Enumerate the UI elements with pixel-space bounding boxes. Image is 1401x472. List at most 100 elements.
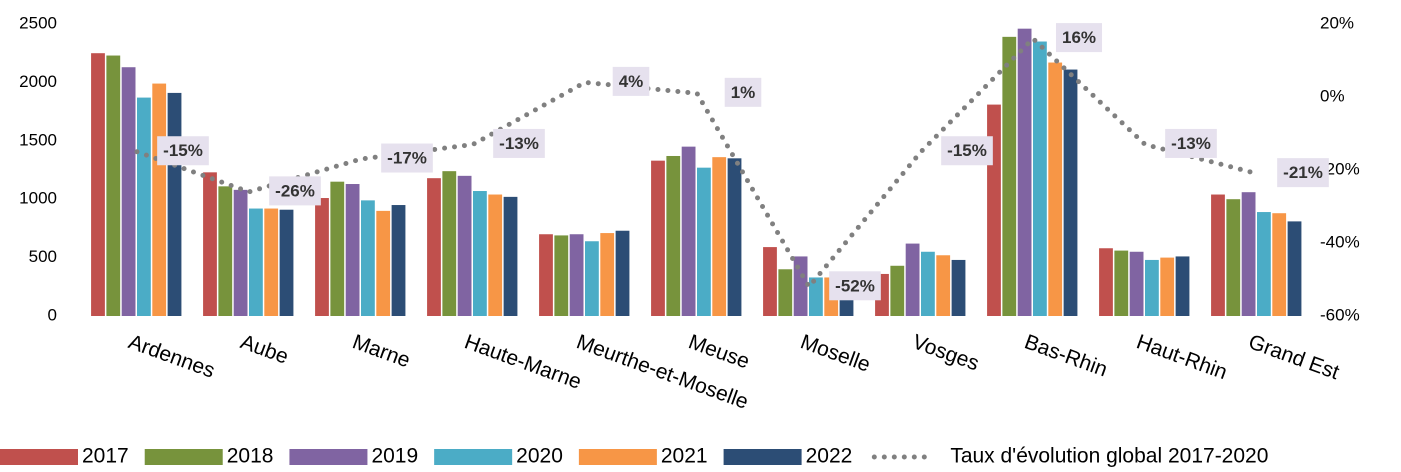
data-label-text: -13% [1171,134,1211,153]
y-tick-label: 1500 [19,130,57,149]
data-label-box [381,143,433,173]
data-label-text: -15% [947,141,987,160]
data-label-text: 1% [731,83,756,102]
bar [615,230,630,316]
legend-swatch [578,449,657,465]
bar [890,265,905,316]
data-label-box [1277,158,1329,188]
x-tick-label: Grand Est [1245,330,1342,384]
y-tick-label: 500 [29,247,57,266]
legend-label: 2020 [516,445,563,468]
x-tick-label: Haut-Rhin [1133,330,1230,384]
bar [1145,259,1159,316]
bar [279,209,294,316]
bar [391,205,406,316]
data-label-text: -21% [1283,163,1323,182]
bar [106,55,121,316]
bar [569,234,584,316]
data-label-box [829,271,881,301]
bar [1017,28,1032,317]
bar [442,171,457,316]
bar [763,247,777,316]
data-label-box [493,128,545,158]
legend-swatch [434,449,513,465]
bar [697,167,711,316]
data-label-box [1165,128,1217,158]
bar [1048,62,1063,316]
data-label-text: -52% [835,276,875,295]
bar [203,172,217,316]
data-label-box [1055,23,1103,53]
data-label: 16% [1055,23,1103,53]
legend-swatch [289,449,368,465]
bar [488,194,503,316]
bar [1287,221,1302,316]
bar [666,155,681,316]
bar [218,186,233,316]
bar [503,196,518,316]
legend-label: 2022 [806,445,853,468]
data-label: -26% [269,176,321,206]
bar [427,178,441,316]
bar [1241,192,1256,316]
data-label-text: -13% [499,134,539,153]
bar [681,146,696,316]
bar [1257,212,1271,316]
bar [727,158,742,316]
y-tick-label: 1000 [19,189,57,208]
y2-tick-label: -40% [1320,232,1360,251]
bar [1175,256,1190,316]
bar [457,175,472,316]
x-tick-label: Haute-Marne [461,330,584,394]
bar [585,241,599,316]
y2-tick-label: 20% [1320,13,1354,32]
bar [1226,199,1241,316]
legend-label: 2021 [661,445,708,468]
legend-swatch [0,449,78,465]
bar [91,53,105,316]
data-label-text: -26% [275,181,315,200]
data-label: -21% [1277,158,1329,188]
bar [121,67,136,316]
bar [361,200,375,316]
legend-swatch [723,449,802,465]
data-label-box [612,66,650,96]
legend-label: 2018 [227,445,274,468]
bar [778,269,793,316]
data-label: 4% [612,66,650,96]
x-tick-label: Vosges [909,330,982,375]
data-label: -17% [381,143,433,173]
y-tick-label: 0 [48,305,57,324]
data-label-text: 16% [1062,28,1096,47]
y2-tick-label: -60% [1320,305,1360,324]
data-label-text: -17% [387,149,427,168]
bar [554,235,569,316]
bar [473,191,487,316]
legend-label: Taux d'évolution global 2017-2020 [950,445,1268,468]
line [134,35,1260,292]
y2-tick-label: -20% [1320,159,1360,178]
x-tick-label: Meuse [685,330,752,373]
bar [1160,257,1175,316]
y-tick-label: 2000 [19,72,57,91]
bar [330,181,345,316]
x-tick-label: Moselle [797,330,873,376]
data-label: -52% [829,271,881,301]
y2-tick-label: 0% [1320,86,1345,105]
bar [137,97,151,316]
bar [905,243,920,316]
x-tick-label: Ardennes [125,330,217,382]
bar [921,251,935,316]
bar [345,184,360,316]
bar [376,210,391,316]
bar [951,259,966,316]
data-label: 1% [724,77,762,107]
x-tick-label: Marne [349,330,413,372]
bar [809,277,823,316]
bar [1063,69,1078,316]
bar [1002,36,1017,317]
bar [264,208,279,316]
bar [1129,251,1144,316]
data-label-box [724,77,762,107]
